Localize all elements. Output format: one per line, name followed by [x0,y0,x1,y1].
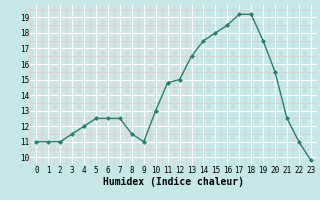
X-axis label: Humidex (Indice chaleur): Humidex (Indice chaleur) [103,177,244,187]
